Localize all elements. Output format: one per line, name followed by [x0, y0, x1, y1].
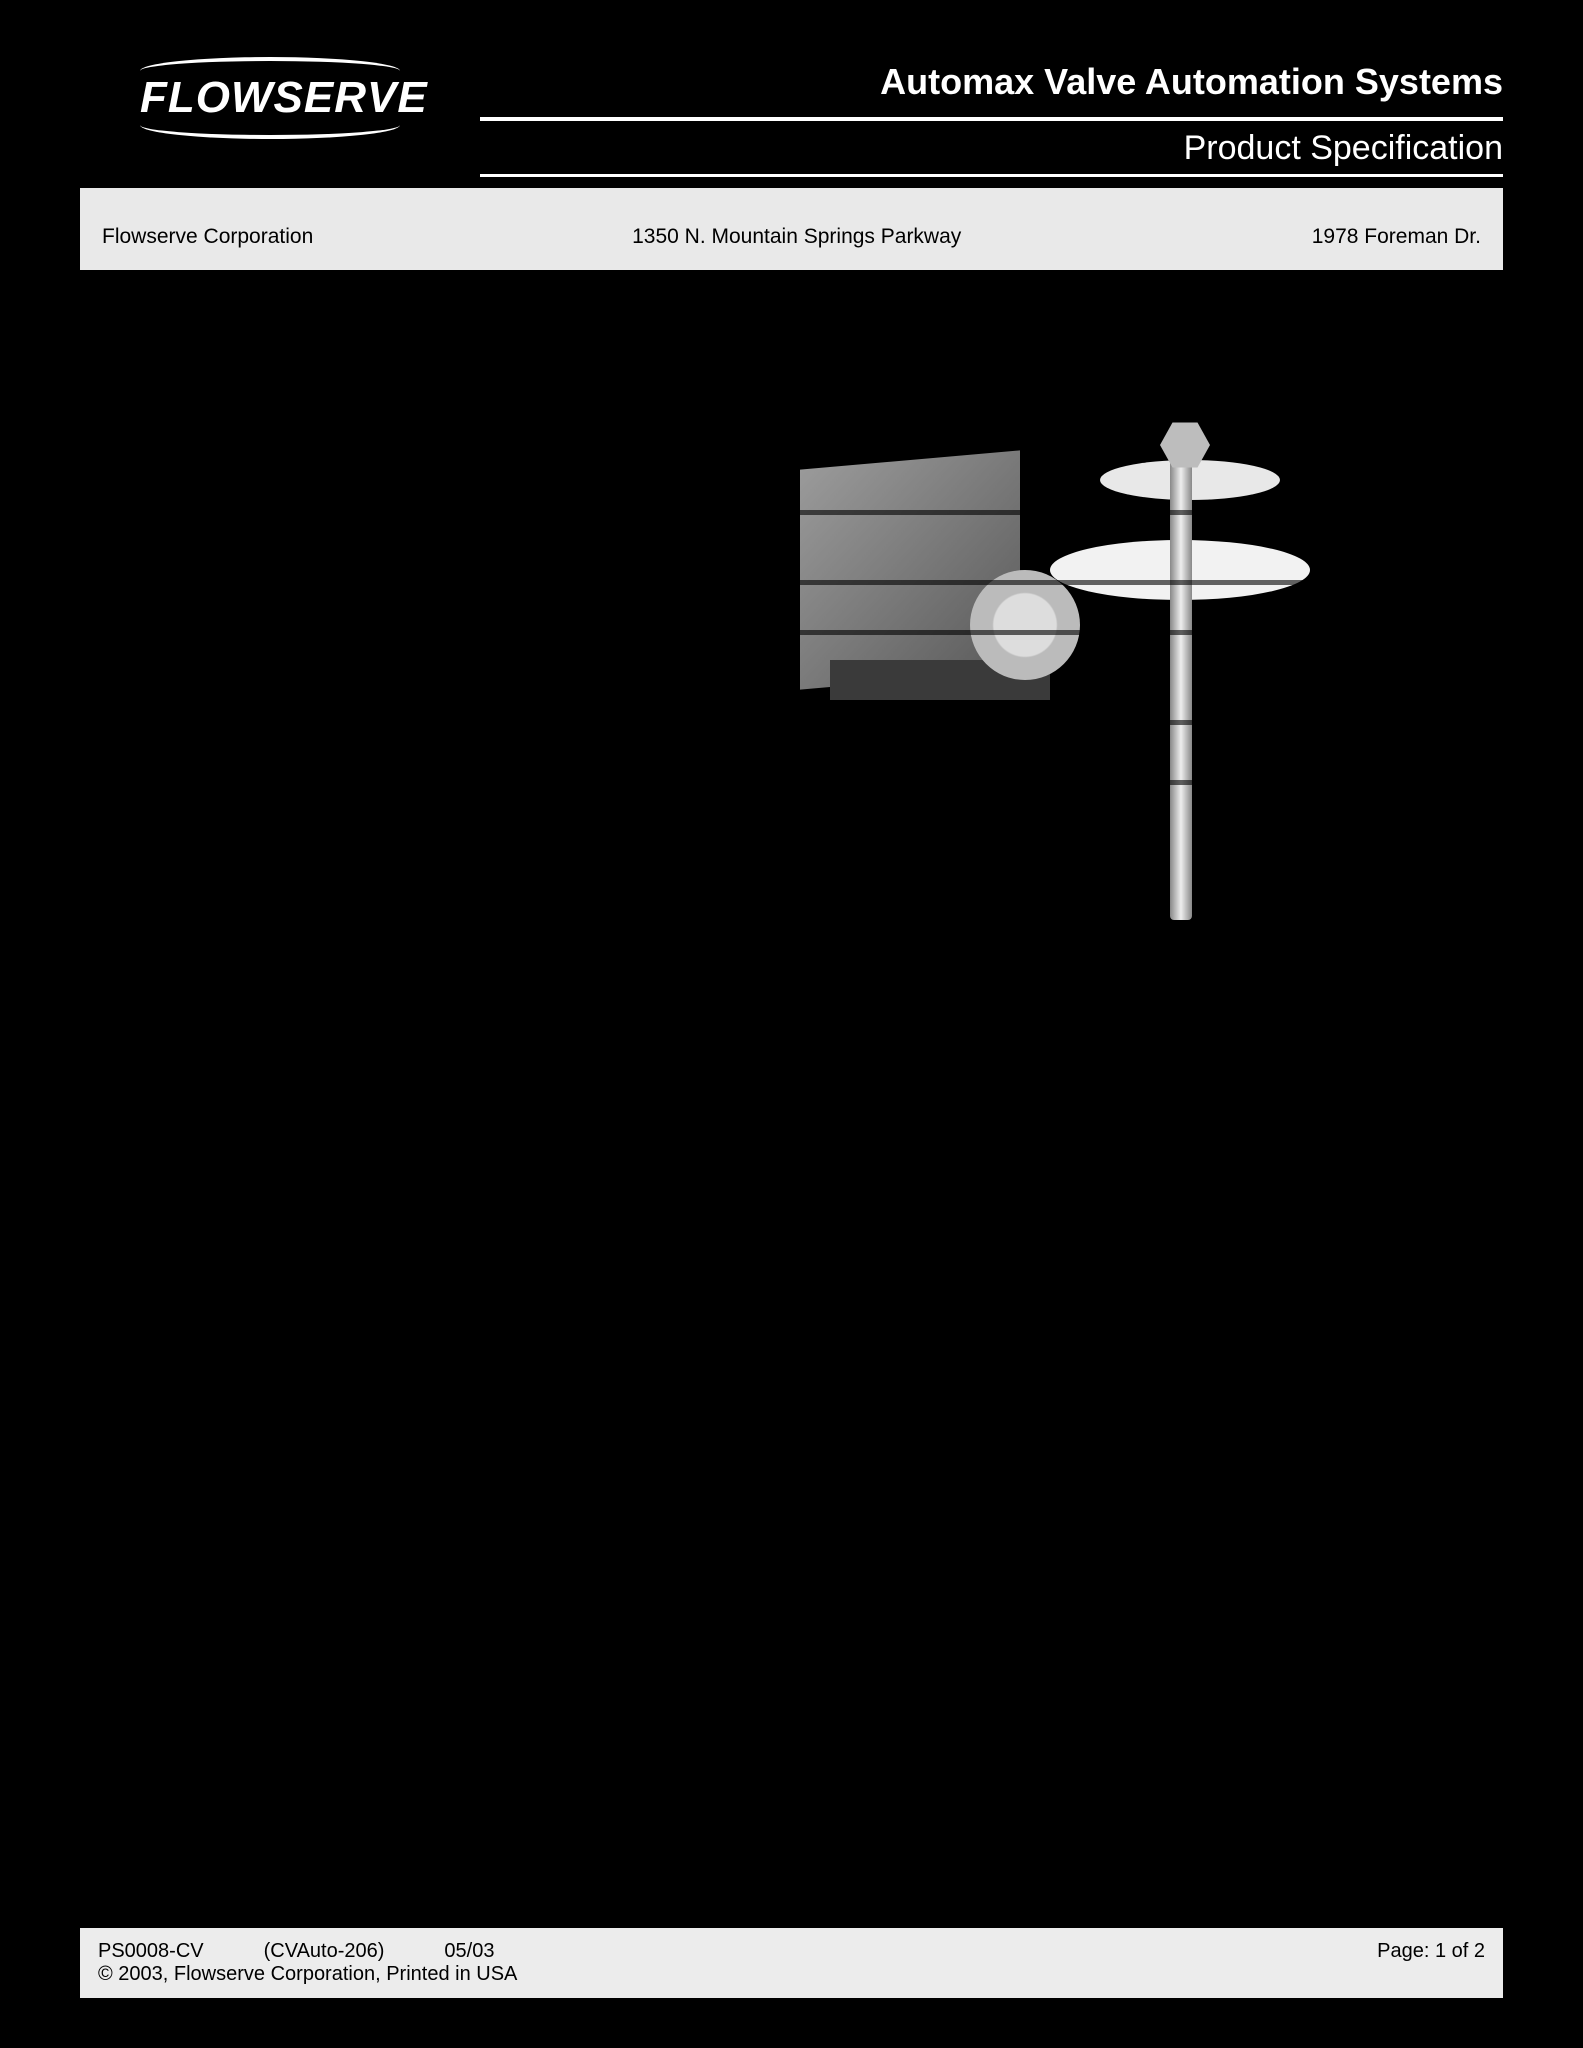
address2-phone: Phone: 931 432 4021 — [1280, 329, 1481, 355]
document-header: FLOWSERVE Automax Valve Automation Syste… — [80, 55, 1503, 175]
header-title-primary: Automax Valve Automation Systems — [480, 61, 1503, 111]
contact-info-bar: Flowserve Corporation Flow Control Divis… — [80, 188, 1503, 270]
scanline — [0, 780, 1580, 785]
flowserve-logo: FLOWSERVE — [140, 73, 428, 123]
address1-city: Springville, Utah 84663-3004 — [632, 277, 961, 303]
footer-date: 05/03 — [444, 1940, 494, 1963]
scanline — [0, 510, 1580, 515]
footer-page-number: Page: 1 of 2 — [1377, 1940, 1485, 1963]
company-division: Flow Control Division — [102, 277, 313, 303]
header-title-secondary: Product Specification — [480, 129, 1503, 168]
address1-street: 1350 N. Mountain Springs Parkway — [632, 224, 961, 250]
document-footer: PS0008-CV (CVAuto-206) 05/03 Page: 1 of … — [80, 1928, 1503, 1998]
footer-doc-id: PS0008-CV — [98, 1940, 204, 1963]
product-shaft-shape — [1170, 460, 1192, 920]
company-website: www.flowserve.com — [102, 329, 313, 355]
scanline — [0, 720, 1580, 725]
contact-col-address1: 1350 N. Mountain Springs Parkway Springv… — [632, 198, 961, 260]
scanline — [0, 630, 1580, 635]
scanline — [0, 580, 1580, 585]
address2-street: 1978 Foreman Dr. — [1280, 224, 1481, 250]
contact-col-company: Flowserve Corporation Flow Control Divis… — [102, 198, 313, 260]
header-rule-2 — [480, 174, 1503, 177]
footer-code: (CVAuto-206) — [264, 1940, 385, 1963]
product-image — [740, 420, 1300, 920]
company-name: Flowserve Corporation — [102, 224, 313, 250]
header-rule-1 — [480, 117, 1503, 121]
address2-city: Cookeville, TN 38501 — [1280, 277, 1481, 303]
address1-phone: Phone: 801 489 8611 — [632, 329, 961, 355]
footer-copyright: © 2003, Flowserve Corporation, Printed i… — [98, 1963, 1485, 1986]
product-gear-shape — [970, 570, 1080, 680]
contact-col-address2: 1978 Foreman Dr. Cookeville, TN 38501 Ph… — [1280, 198, 1481, 260]
